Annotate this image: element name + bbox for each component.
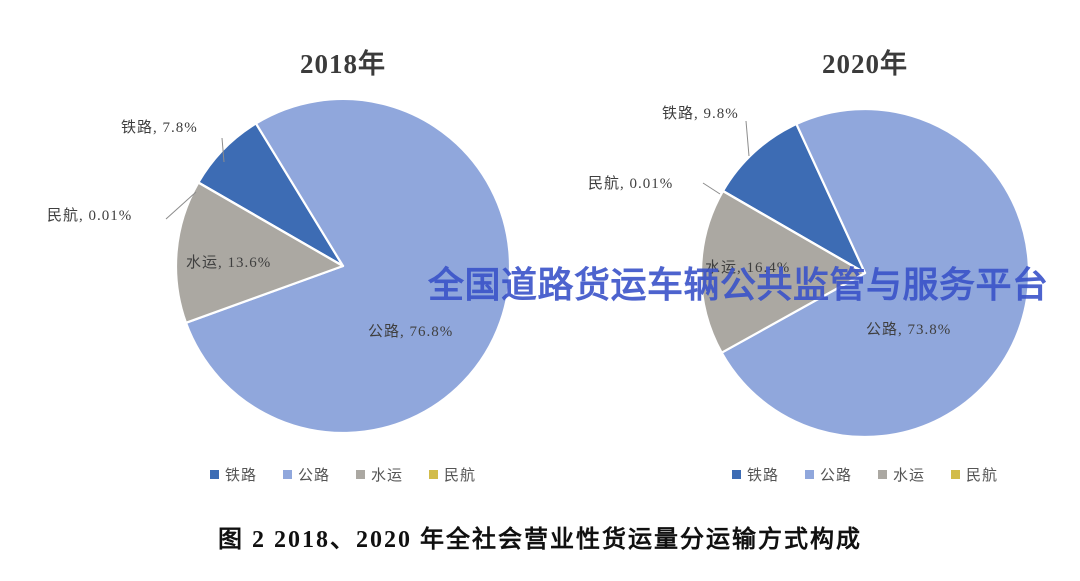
- legend-label-water: 水运: [371, 468, 404, 484]
- pie-label-2018-water: 水运, 13.6%: [186, 255, 272, 271]
- pie-label-2018-aviation: 民航, 0.01%: [47, 208, 133, 224]
- leader-line-2018-railway: [221, 137, 225, 163]
- leader-line-2020-railway: [745, 120, 750, 157]
- legend-swatch-road-icon: [804, 470, 814, 479]
- pie-slice-2020年-aviation: [721, 189, 867, 275]
- leader-line-2020-aviation: [702, 182, 721, 195]
- pie-label-2018-road: 公路, 76.8%: [368, 324, 454, 340]
- pie-2020-slices: [699, 107, 1031, 439]
- legend-2018: 铁路 公路 水运 民航: [177, 464, 509, 485]
- legend-label-railway: 铁路: [746, 468, 779, 484]
- figure-caption: 图 2 2018、2020 年全社会营业性货运量分运输方式构成: [218, 527, 862, 553]
- legend-label-road: 公路: [297, 468, 330, 484]
- legend-label-railway: 铁路: [224, 468, 257, 484]
- legend-item-railway: 铁路: [209, 464, 257, 485]
- legend-item-aviation: 民航: [429, 464, 476, 485]
- pie-label-2020-water: 水运, 16.4%: [705, 260, 791, 276]
- pie-slice-2020年-railway: [721, 122, 867, 275]
- pie-label-2018-railway: 铁路, 7.8%: [121, 120, 198, 136]
- leader-lines: [165, 120, 750, 220]
- watermark-text: 全国道路货运车辆公共监管与服务平台: [428, 265, 1049, 306]
- legend-swatch-aviation-icon: [429, 470, 439, 479]
- leader-line-2018-aviation: [165, 191, 197, 220]
- legend-swatch-railway-icon: [209, 470, 219, 479]
- legend-swatch-railway-icon: [731, 470, 741, 479]
- pie-label-2020-railway: 铁路, 9.8%: [662, 106, 739, 122]
- legend-2020: 铁路 公路 水运 民航: [701, 464, 1029, 485]
- legend-label-water: 水运: [893, 468, 926, 484]
- chart-title-2020: 2020年: [822, 49, 908, 79]
- pie-slice-2018年-road: [184, 97, 512, 435]
- pie-label-2020-road: 公路, 73.8%: [866, 322, 952, 338]
- pie-slice-2018年-aviation: [197, 181, 345, 268]
- legend-swatch-aviation-icon: [951, 470, 961, 479]
- legend-label-aviation: 民航: [444, 468, 477, 484]
- legend-swatch-water-icon: [356, 470, 365, 479]
- pie-slice-2018年-water: [174, 181, 345, 324]
- chart-title-2018: 2018年: [300, 49, 386, 79]
- legend-item-road: 公路: [804, 464, 852, 485]
- legend-swatch-road-icon: [282, 470, 292, 479]
- legend-swatch-water-icon: [878, 470, 887, 479]
- pie-slice-2020年-road: [720, 107, 1031, 439]
- legend-label-aviation: 民航: [966, 468, 999, 484]
- legend-item-water: 水运: [356, 464, 403, 485]
- pie-label-2020-aviation: 民航, 0.01%: [588, 176, 674, 192]
- pie-slice-2020年-water: [699, 189, 867, 354]
- legend-label-road: 公路: [819, 468, 852, 484]
- legend-item-road: 公路: [282, 464, 330, 485]
- legend-item-aviation: 民航: [951, 464, 998, 485]
- legend-item-railway: 铁路: [731, 464, 779, 485]
- legend-item-water: 水运: [878, 464, 925, 485]
- pie-2018-slices: [174, 97, 512, 435]
